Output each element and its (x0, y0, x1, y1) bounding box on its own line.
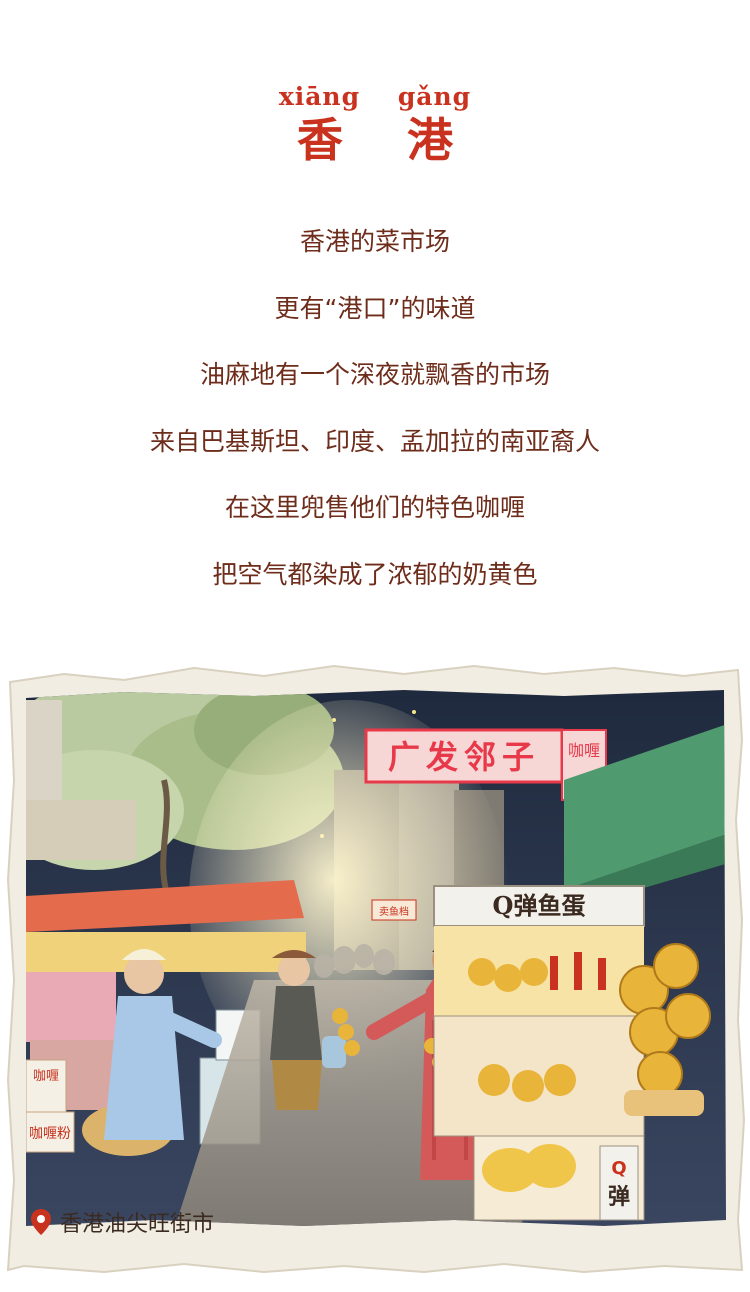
poem-text: 香港的菜市场 更有“港口”的味道 油麻地有一个深夜就飘香的市场 来自巴基斯坦、印… (0, 222, 750, 622)
poem-line: 来自巴基斯坦、印度、孟加拉的南亚裔人 (149, 426, 600, 456)
main-sign-text: 广发邻子 (388, 738, 540, 776)
poem-line: 香港的菜市场 (299, 227, 450, 256)
page-title: 香 港 (296, 113, 477, 167)
poem-line: 把空气都染成了浓郁的奶黄色 (212, 559, 538, 589)
shopper-figure (270, 950, 346, 1110)
fishball-sign-text: Q弹鱼蛋 (493, 891, 586, 920)
bottom-sign-char: 弹 (608, 1185, 630, 1210)
small-sign-text: 卖鱼档 (379, 905, 409, 918)
location-label: 香港油尖旺街市 (60, 1212, 215, 1237)
poem-line: 油麻地有一个深夜就飘香的市场 (199, 360, 550, 390)
poem-line: 在这里兜售他们的特色咖喱 (224, 493, 525, 523)
location-caption: 香港油尖旺街市 (30, 1205, 214, 1239)
left-box-text-2: 咖喱粉 (29, 1126, 71, 1142)
poem-line: 更有“港口”的味道 (274, 293, 476, 323)
bottom-sign-q: Q (611, 1158, 626, 1179)
title-pinyin: xiāng gǎng (0, 82, 750, 112)
market-illustration: 广发邻子 咖喱 咖喱 咖喱粉 (4, 660, 746, 1278)
map-pin-icon (31, 1209, 51, 1235)
pinyin-xiang: xiāng (278, 82, 361, 111)
left-box-text-1: 咖喱 (33, 1069, 59, 1084)
pinyin-gang: gǎng (397, 82, 472, 111)
vendor-figure (104, 949, 222, 1140)
page-header: xiāng gǎng 香 港 (0, 82, 750, 168)
curry-sign-text: 咖喱 (568, 741, 600, 760)
neon-sign-main: 广发邻子 咖喱 (364, 728, 607, 801)
